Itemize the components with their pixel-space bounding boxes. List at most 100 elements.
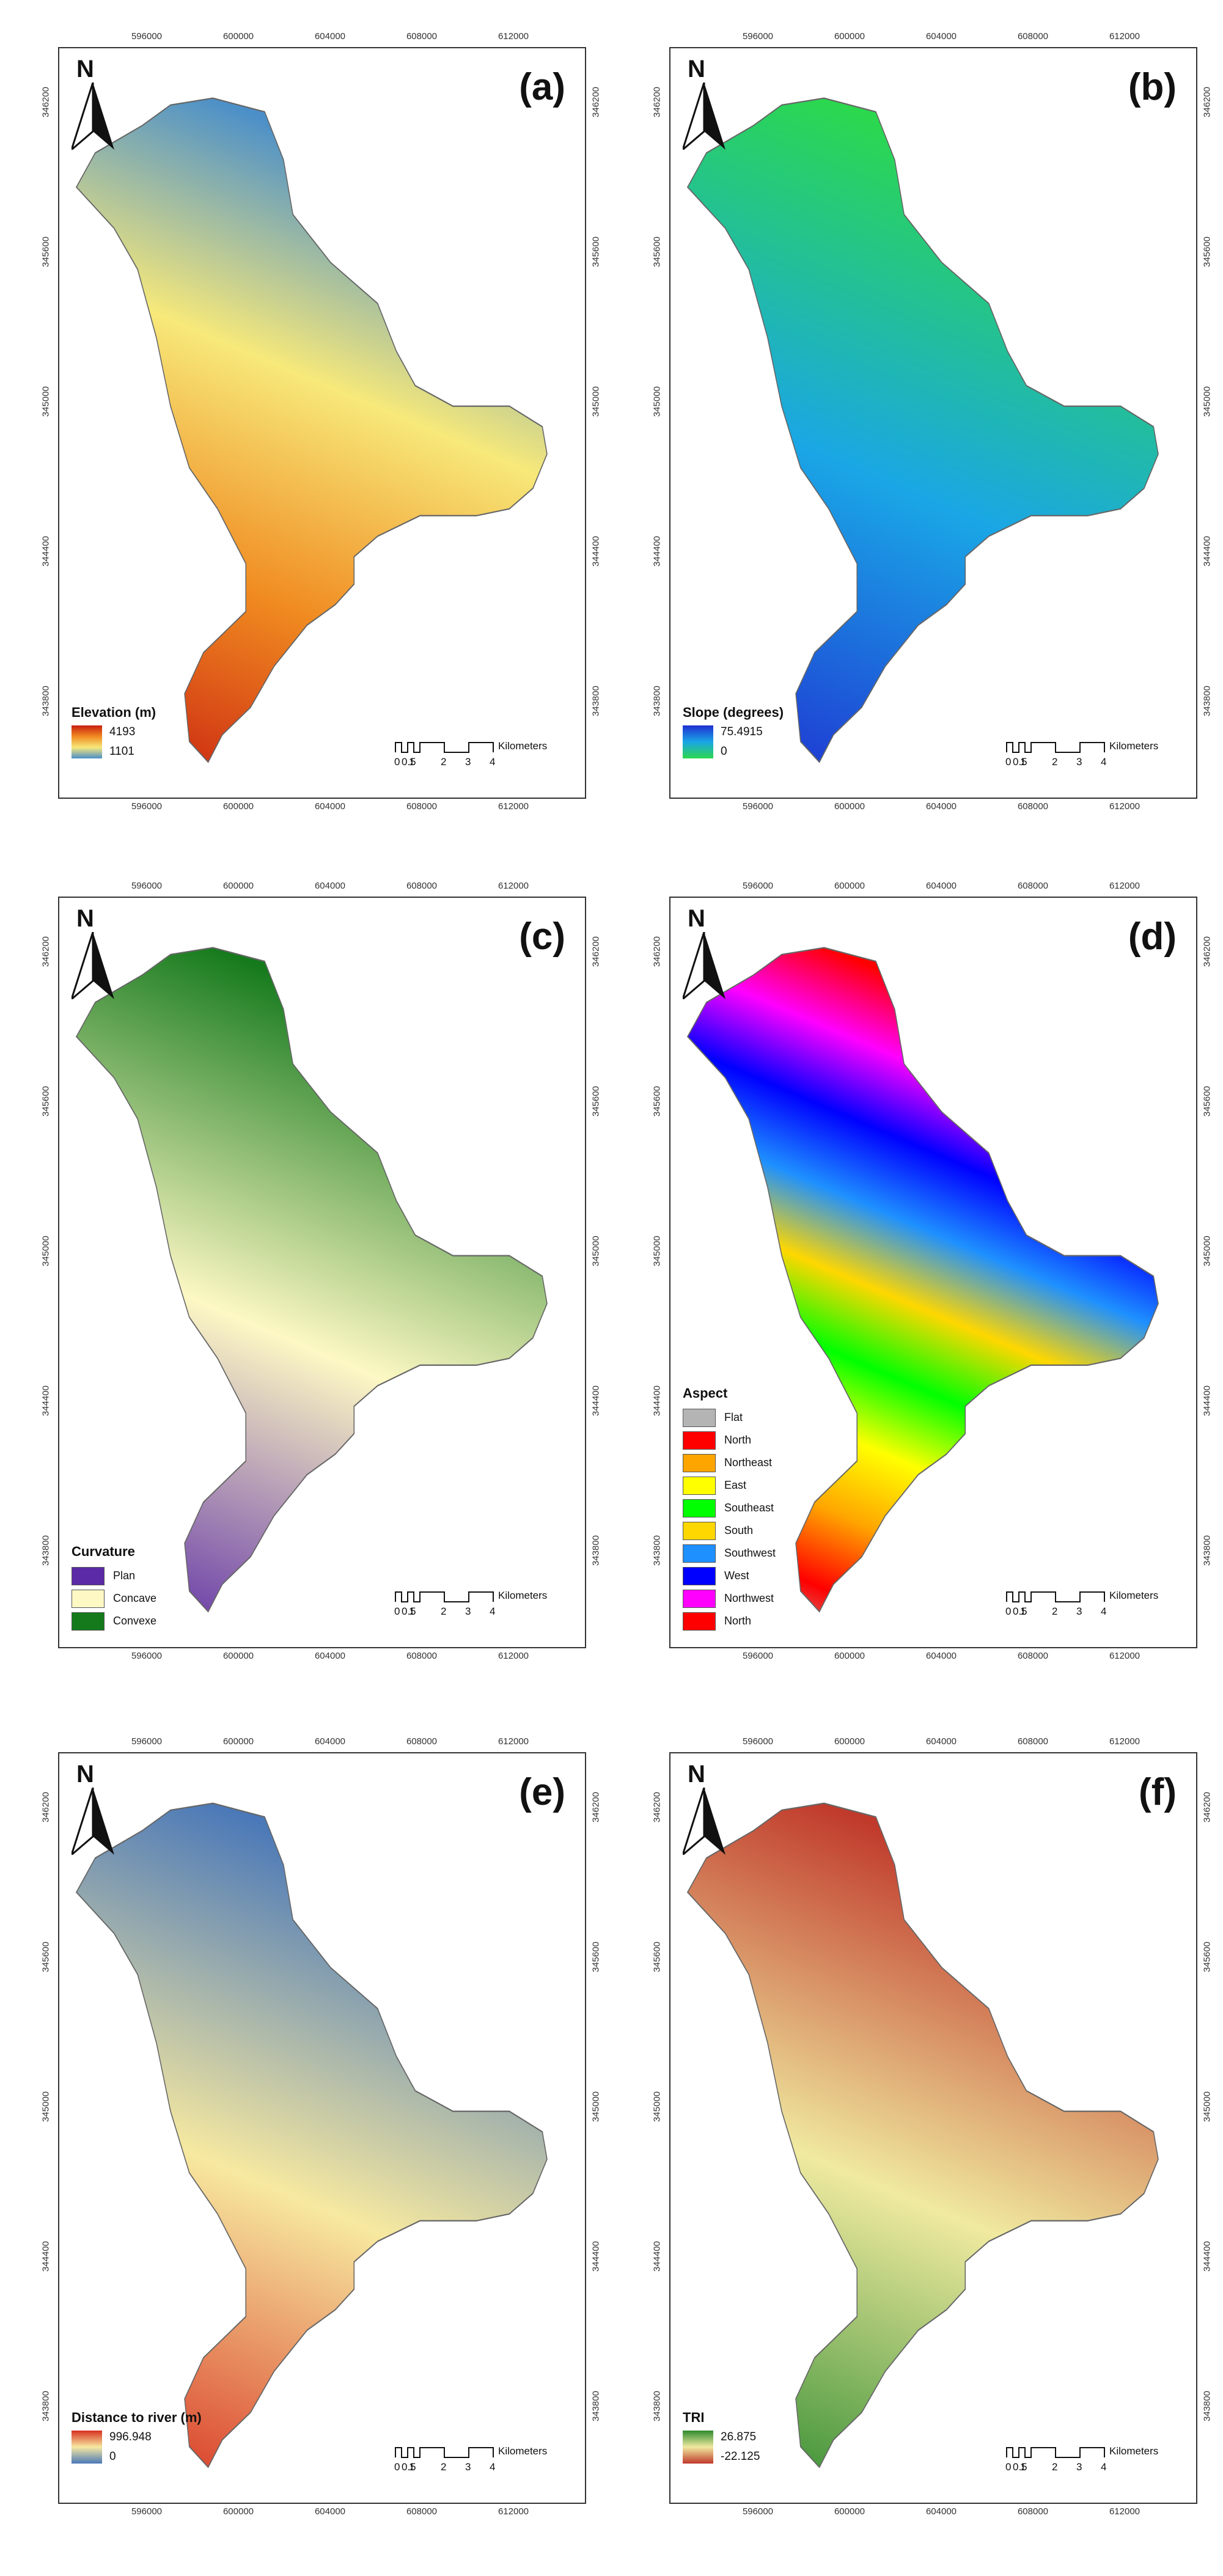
y-tick-label: 344400	[590, 535, 601, 567]
panel-label: (b)	[1128, 66, 1177, 108]
x-tick-label: 612000	[498, 1651, 529, 1661]
x-tick-label: 596000	[131, 801, 163, 812]
scale-bar-label: 1	[1020, 2461, 1026, 2473]
legend: Curvature Plan Concave Convexe	[72, 1544, 156, 1632]
y-tick-label: 346200	[40, 86, 51, 118]
legend-item-label: South	[724, 1524, 754, 1536]
map-panel-a: 596000 596000 600000 600000 604000 604000 6080…	[41, 28, 601, 816]
map-panel-e: 596000 596000 600000 600000 604000 604000 6080…	[41, 1733, 601, 2521]
north-arrow-right-half	[93, 1788, 114, 1855]
legend-swatch	[683, 1499, 716, 1517]
scale-bar-label: 1	[409, 756, 415, 768]
x-tick-label: 608000	[1017, 881, 1049, 891]
scale-bar-label: 3	[465, 2461, 471, 2473]
x-tick-label: 596000	[742, 881, 774, 891]
legend-item: Concave	[72, 1587, 156, 1610]
watershed-outline	[75, 947, 548, 1613]
legend-swatch	[72, 1589, 105, 1608]
scale-bar-label: 0	[394, 2461, 400, 2473]
x-tick-label: 612000	[1109, 1651, 1140, 1661]
x-tick-label: 608000	[406, 801, 438, 812]
x-tick-label: 612000	[1109, 801, 1140, 812]
scale-bar-label: 1	[1020, 756, 1026, 768]
legend-item: Convexe	[72, 1610, 156, 1632]
y-tick-label: 345000	[40, 386, 51, 417]
legend-item: North	[683, 1429, 776, 1451]
scale-bar-label: 0.5	[1013, 756, 1027, 768]
y-tick-label: 345000	[652, 386, 663, 417]
north-label: N	[688, 905, 705, 932]
legend-item-label: East	[724, 1479, 747, 1491]
legend-title: TRI	[683, 2410, 705, 2425]
y-tick-label: 346200	[40, 936, 51, 967]
scale-bar-graphic	[1006, 2447, 1105, 2458]
legend: Distance to river (m) 996.948 0	[72, 2410, 202, 2464]
north-arrow-left-half	[683, 1788, 705, 1855]
x-tick-label: 596000	[742, 2506, 774, 2517]
x-tick-label: 608000	[406, 881, 438, 891]
north-arrow-icon	[72, 83, 114, 150]
north-arrow-icon	[683, 83, 725, 150]
y-tick-label: 345600	[652, 236, 663, 268]
scale-bar-label: 4	[1101, 756, 1107, 768]
legend-item: Northeast	[683, 1451, 776, 1474]
north-arrow: N	[683, 905, 725, 999]
x-tick-label: 608000	[1017, 2506, 1049, 2517]
x-tick-label: 604000	[925, 801, 957, 812]
legend-min-value: 0	[721, 745, 727, 758]
y-tick-label: 345600	[590, 236, 601, 268]
y-tick-label: 345600	[652, 1085, 663, 1117]
y-tick-label: 343800	[652, 1535, 663, 1566]
x-tick-label: 604000	[925, 1736, 957, 1747]
legend: Slope (degrees) 75.4915 0	[683, 705, 784, 758]
y-tick-label: 345600	[590, 1085, 601, 1117]
legend-swatch	[683, 1408, 716, 1427]
watershed-shape	[75, 1802, 548, 2468]
x-tick-label: 604000	[314, 801, 346, 812]
north-arrow-left-half	[72, 932, 94, 999]
x-tick-label: 596000	[742, 1736, 774, 1747]
north-arrow-right-half	[93, 83, 114, 150]
x-tick-label: 612000	[498, 2506, 529, 2517]
x-tick-label: 612000	[1109, 31, 1140, 42]
legend-swatch	[683, 1544, 716, 1563]
y-tick-label: 345000	[40, 2091, 51, 2123]
legend-color-ramp	[683, 2431, 713, 2464]
y-tick-label: 346200	[652, 936, 663, 967]
scale-bar-unit: Kilometers	[498, 1590, 548, 1601]
north-arrow-icon	[72, 1788, 114, 1855]
watershed-map	[686, 1802, 1159, 2468]
x-tick-label: 600000	[222, 1736, 254, 1747]
north-arrow-icon	[683, 932, 725, 999]
y-tick-label: 346200	[652, 86, 663, 118]
legend-item-label: Northeast	[724, 1456, 773, 1469]
scale-bar-graphic	[1006, 742, 1105, 753]
north-arrow-right-half	[93, 932, 114, 999]
x-tick-label: 596000	[742, 801, 774, 812]
legend-max-value: 75.4915	[721, 725, 763, 738]
legend-color-ramp	[72, 2431, 102, 2464]
y-tick-label: 346200	[590, 1791, 601, 1823]
legend-item-label: West	[724, 1569, 749, 1582]
legend-swatch	[683, 1566, 716, 1585]
scale-bar-unit: Kilometers	[498, 2445, 548, 2457]
x-tick-label: 612000	[498, 801, 529, 812]
legend-item: Southeast	[683, 1497, 776, 1519]
scale-bar-label: 2	[1052, 1605, 1058, 1617]
north-label: N	[76, 905, 94, 932]
x-tick-label: 612000	[1109, 2506, 1140, 2517]
scale-bar-label: 3	[1076, 2461, 1082, 2473]
x-tick-label: 596000	[742, 1651, 774, 1661]
watershed-map	[686, 97, 1159, 763]
y-tick-label: 344400	[590, 2240, 601, 2272]
x-tick-label: 612000	[498, 881, 529, 891]
y-tick-label: 343800	[40, 1535, 51, 1566]
legend-color-ramp	[683, 725, 713, 758]
watershed-shape	[75, 97, 548, 763]
map-panel-d: 596000 596000 600000 600000 604000 604000 6080…	[652, 877, 1213, 1665]
legend-ramp-labels: 996.948 0	[109, 2431, 152, 2464]
x-tick-label: 600000	[222, 31, 254, 42]
legend-gradient: 4193 1101	[72, 725, 156, 758]
legend-gradient: 26.875 -22.125	[683, 2431, 760, 2464]
watershed-outline	[686, 947, 1159, 1613]
